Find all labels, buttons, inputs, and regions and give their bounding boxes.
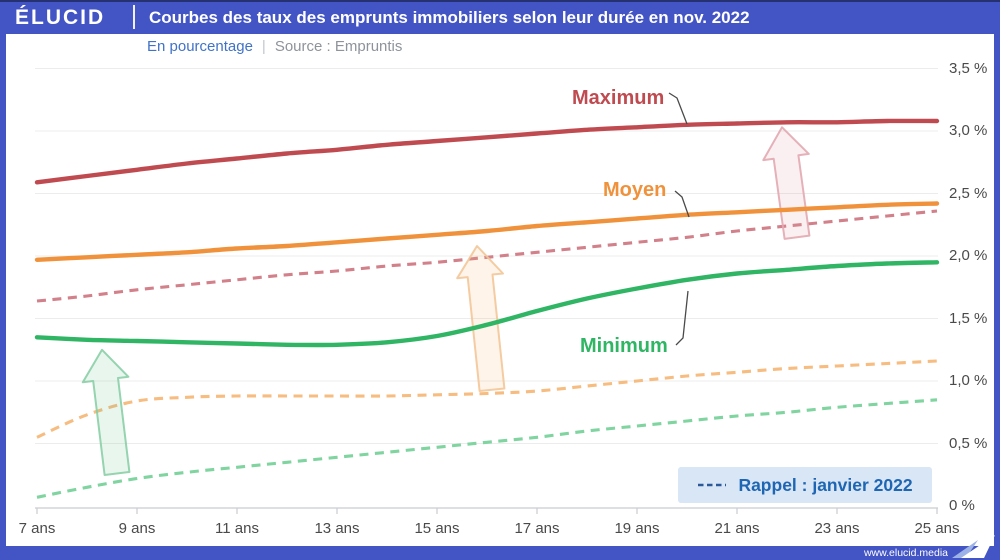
x-tick-label: 21 ans [714,520,760,537]
left-border [0,34,6,546]
legend-label: Rappel : janvier 2022 [738,474,913,495]
series-label-maximum: Maximum [572,87,665,109]
footer-bar: www.elucid.media [0,546,1000,560]
subtitle-separator: | [261,38,266,55]
y-tick-label: 1,5 % [949,309,988,327]
header-divider [133,5,135,29]
x-tick-label: 15 ans [414,520,460,537]
unit-label: En pourcentage [147,38,253,55]
x-tick-label: 25 ans [914,520,960,537]
legend-rappel: Rappel : janvier 2022 [678,467,932,503]
series-label-moyen: Moyen [603,179,667,201]
y-tick-label: 1,0 % [949,372,988,389]
subtitle-row: En pourcentage | Source : Empruntis [147,38,402,55]
y-tick-label: 2,5 % [949,184,988,202]
y-tick-label: 3,5 % [949,59,988,77]
curve-moyen-janvier-2022 [36,359,938,439]
curve-moyen-nov-2022 [34,201,940,262]
x-tick-label: 13 ans [314,520,360,537]
increase-arrow-1 [81,348,131,476]
increase-arrow-2 [456,245,506,392]
y-tick-label: 0 % [949,497,975,514]
curve-maximum-nov-2022 [34,118,940,185]
dashed-line-icon [698,483,727,487]
elucid-logo: ÉLUCID [15,6,106,29]
curve-maximum-janvier-2022 [36,209,938,303]
label-connector-3 [675,290,689,346]
increase-arrow-3 [762,126,811,240]
elucid-arrow-logo [952,535,995,558]
x-tick-label: 23 ans [814,520,860,537]
x-tick-label: 11 ans [215,520,259,537]
y-tick-label: 2,0 % [949,247,988,264]
source-label: Source : Empruntis [274,38,403,55]
x-tick-label: 7 ans [18,520,56,537]
label-connector-2 [674,190,690,218]
top-edge-strip [0,0,1000,2]
x-tick-label: 9 ans [118,520,156,537]
y-tick-label: 0,5 % [949,434,988,452]
curve-minimum-nov-2022 [34,260,940,348]
header-bar: ÉLUCID Courbes des taux des emprunts imm… [0,0,1000,34]
y-tick-label: 3,0 % [949,122,988,139]
footer-url: www.elucid.media [863,547,948,559]
x-tick-label: 17 ans [514,520,560,537]
label-connector-1 [668,92,688,125]
x-tick-label: 19 ans [614,520,660,537]
right-border [994,34,1000,546]
page-title: Courbes des taux des emprunts immobilier… [149,8,750,27]
series-label-minimum: Minimum [580,335,668,357]
